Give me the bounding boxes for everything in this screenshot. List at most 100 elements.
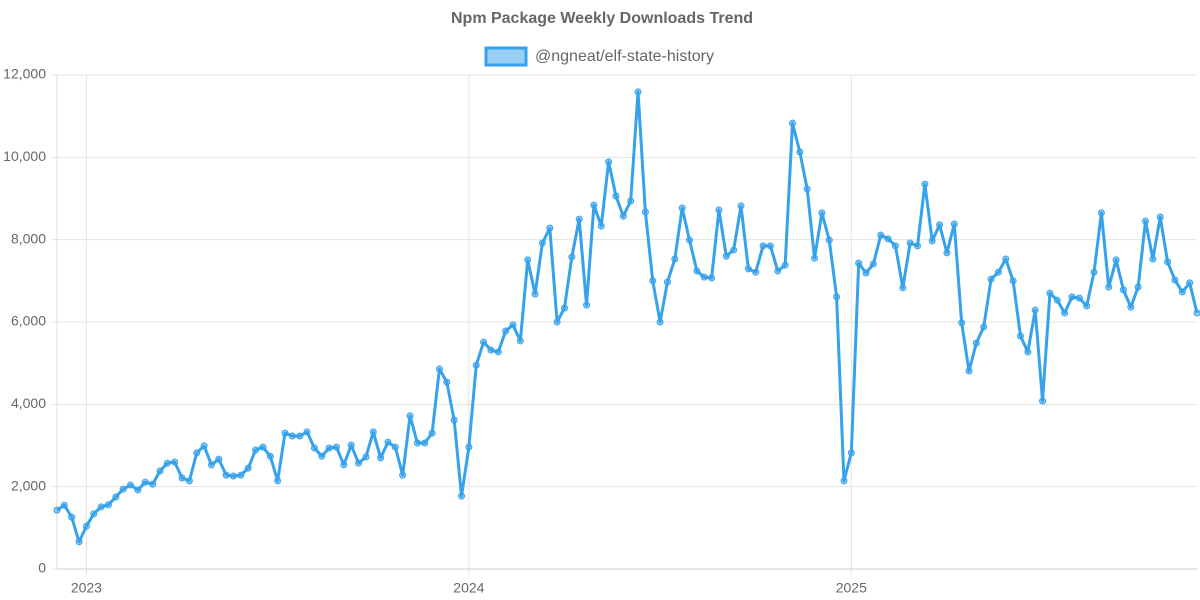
data-point	[325, 444, 333, 452]
data-point	[149, 480, 157, 488]
data-point	[134, 486, 142, 494]
data-point	[744, 265, 752, 273]
data-point	[994, 268, 1002, 276]
data-point	[443, 378, 451, 386]
data-point	[553, 318, 561, 326]
data-point	[406, 412, 414, 420]
data-point	[1046, 289, 1054, 297]
data-point	[303, 428, 311, 436]
data-point	[296, 432, 304, 440]
data-point	[480, 338, 488, 346]
data-point	[921, 180, 929, 188]
data-point	[347, 441, 355, 449]
data-point	[450, 416, 458, 424]
data-point	[862, 269, 870, 277]
data-point	[222, 471, 230, 479]
data-point	[502, 327, 510, 335]
data-point	[288, 432, 296, 440]
data-point	[119, 485, 127, 493]
data-point	[1149, 255, 1157, 263]
data-point	[1061, 309, 1069, 317]
data-point	[531, 290, 539, 298]
data-point	[641, 208, 649, 216]
data-point	[700, 273, 708, 281]
data-point	[965, 367, 973, 375]
data-point	[619, 212, 627, 220]
x-tick-label: 2025	[836, 580, 867, 596]
data-point	[538, 239, 546, 247]
data-point	[605, 158, 613, 166]
data-point	[914, 242, 922, 250]
data-point	[355, 459, 363, 467]
y-tick-label: 2,000	[11, 477, 46, 493]
data-point	[1178, 288, 1186, 296]
data-point	[693, 267, 701, 275]
data-point	[1127, 303, 1135, 311]
data-point	[494, 348, 502, 356]
data-point	[708, 274, 716, 282]
data-point	[1075, 294, 1083, 302]
data-point	[987, 275, 995, 283]
data-point	[722, 252, 730, 260]
data-point	[811, 254, 819, 262]
data-point	[840, 477, 848, 485]
data-point	[678, 204, 686, 212]
data-point	[634, 88, 642, 96]
data-point	[1193, 309, 1200, 317]
data-point	[237, 471, 245, 479]
data-point	[413, 439, 421, 447]
data-point	[266, 452, 274, 460]
data-point	[1156, 213, 1164, 221]
data-point	[377, 454, 385, 462]
data-point	[1039, 397, 1047, 405]
data-point	[171, 458, 179, 466]
data-point	[788, 119, 796, 127]
data-point	[950, 220, 958, 228]
data-point	[274, 477, 282, 485]
data-point	[90, 510, 98, 518]
data-point	[818, 209, 826, 217]
data-point	[207, 461, 215, 469]
data-point	[244, 464, 252, 472]
data-point	[649, 277, 657, 285]
data-point	[759, 242, 767, 250]
data-point	[972, 339, 980, 347]
data-point	[627, 197, 635, 205]
data-point	[524, 256, 532, 264]
data-point	[318, 452, 326, 460]
data-point	[1016, 332, 1024, 340]
data-point	[1119, 286, 1127, 294]
data-point	[340, 461, 348, 469]
data-point	[185, 477, 193, 485]
data-point	[362, 453, 370, 461]
data-point	[891, 242, 899, 250]
data-point	[1164, 258, 1172, 266]
y-tick-label: 10,000	[3, 148, 46, 164]
data-point	[656, 318, 664, 326]
data-point	[458, 492, 466, 500]
data-point	[980, 323, 988, 331]
x-tick-label: 2024	[453, 580, 484, 596]
data-point	[487, 346, 495, 354]
data-point	[215, 455, 223, 463]
data-point	[597, 222, 605, 230]
data-point	[281, 429, 289, 437]
data-point	[906, 239, 914, 247]
data-point	[384, 438, 392, 446]
data-point	[833, 293, 841, 301]
data-point	[715, 206, 723, 214]
data-point	[391, 443, 399, 451]
data-point	[399, 471, 407, 479]
data-point	[1053, 296, 1061, 304]
y-tick-label: 6,000	[11, 313, 46, 329]
data-point	[928, 237, 936, 245]
data-point	[796, 148, 804, 156]
data-point	[1171, 276, 1179, 284]
data-point	[1083, 302, 1091, 310]
data-point	[428, 429, 436, 437]
data-point	[230, 472, 238, 480]
data-point	[516, 337, 524, 345]
data-point	[936, 221, 944, 229]
data-point	[68, 513, 76, 521]
